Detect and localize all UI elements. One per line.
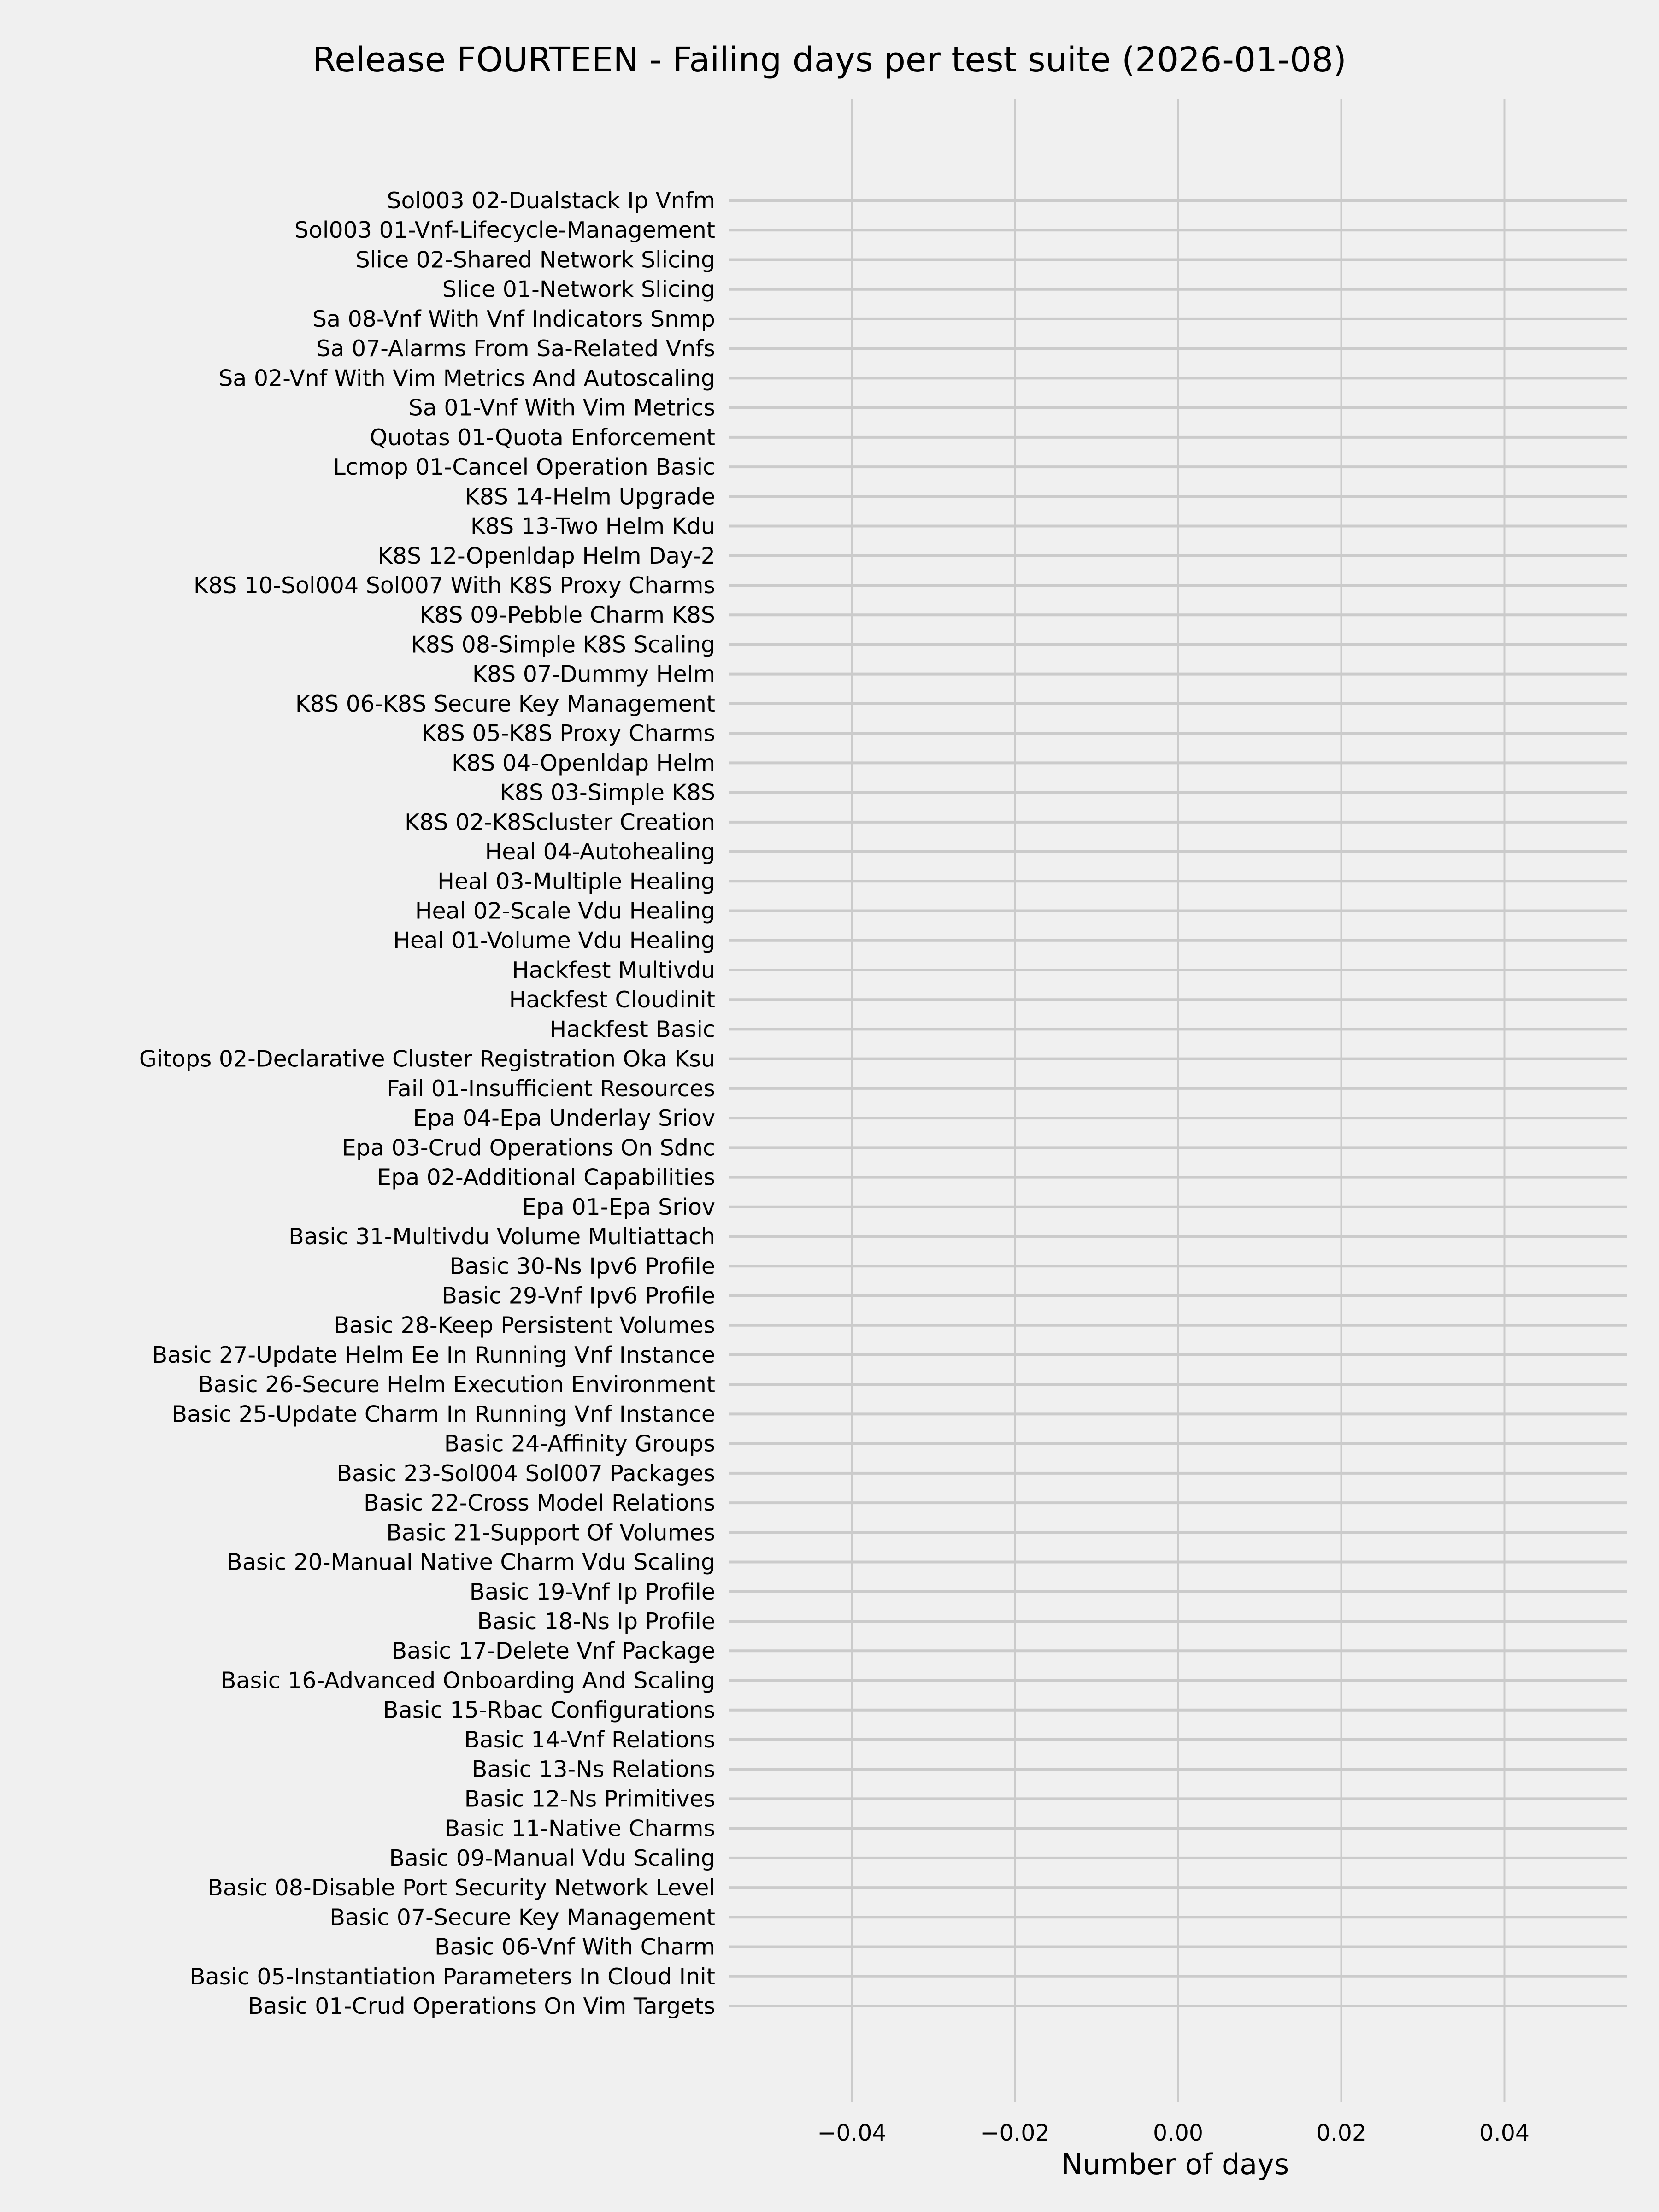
- y-tick-label: Basic 17-Delete Vnf Package: [392, 1638, 715, 1664]
- y-tick-label: Basic 07-Secure Key Management: [329, 1904, 715, 1930]
- y-tick-label: Basic 08-Disable Port Security Network L…: [207, 1875, 715, 1901]
- y-tick-label: K8S 03-Simple K8S: [500, 780, 715, 806]
- y-tick-label: K8S 08-Simple K8S Scaling: [411, 631, 715, 658]
- y-tick-label: K8S 13-Two Helm Kdu: [471, 513, 715, 540]
- y-tick-label: Basic 18-Ns Ip Profile: [477, 1608, 715, 1635]
- y-tick-label: K8S 05-K8S Proxy Charms: [421, 720, 715, 747]
- y-tick-label: Sol003 02-Dualstack Ip Vnfm: [387, 188, 715, 214]
- y-tick-label: Basic 19-Vnf Ip Profile: [470, 1579, 715, 1605]
- y-tick-label: K8S 09-Pebble Charm K8S: [419, 602, 715, 628]
- y-tick-label: Sol003 01-Vnf-Lifecycle-Management: [294, 217, 715, 243]
- y-tick-label: Heal 01-Volume Vdu Healing: [393, 928, 715, 954]
- y-tick-label: Epa 02-Additional Capabilities: [377, 1165, 715, 1191]
- x-tick-label: 0.02: [1316, 2120, 1366, 2146]
- y-tick-label: Basic 28-Keep Persistent Volumes: [334, 1312, 715, 1339]
- y-tick-label: Epa 04-Epa Underlay Sriov: [413, 1105, 715, 1131]
- y-tick-label: Basic 31-Multivdu Volume Multiattach: [288, 1224, 715, 1250]
- x-tick-labels: −0.04 −0.02 0.00 0.02 0.04: [817, 2120, 1530, 2146]
- vertical-gridlines: [851, 99, 1506, 2102]
- y-tick-label: Gitops 02-Declarative Cluster Registrati…: [139, 1046, 715, 1072]
- y-tick-label: Heal 04-Autohealing: [485, 839, 715, 865]
- y-tick-label: Hackfest Cloudinit: [509, 987, 715, 1013]
- y-tick-label: Basic 12-Ns Primitives: [465, 1786, 715, 1812]
- y-tick-label: Sa 02-Vnf With Vim Metrics And Autoscali…: [218, 365, 715, 391]
- y-tick-label: Epa 03-Crud Operations On Sdnc: [342, 1135, 715, 1161]
- x-axis-label: Number of days: [1061, 2147, 1289, 2181]
- y-tick-label: Basic 11-Native Charms: [445, 1816, 715, 1842]
- y-tick-label: Basic 25-Update Charm In Running Vnf Ins…: [171, 1401, 715, 1427]
- y-tick-label: Epa 01-Epa Sriov: [522, 1194, 715, 1220]
- y-tick-label: Basic 22-Cross Model Relations: [364, 1490, 715, 1516]
- y-tick-label: Basic 27-Update Helm Ee In Running Vnf I…: [152, 1342, 715, 1368]
- x-tick-label: 0.00: [1153, 2120, 1203, 2146]
- y-tick-label: K8S 10-Sol004 Sol007 With K8S Proxy Char…: [194, 572, 715, 599]
- y-tick-label: Basic 16-Advanced Onboarding And Scaling: [221, 1667, 715, 1694]
- y-tick-label: Slice 02-Shared Network Slicing: [356, 247, 715, 273]
- y-tick-label: K8S 07-Dummy Helm: [472, 661, 715, 688]
- y-tick-label: Fail 01-Insufficient Resources: [387, 1076, 715, 1102]
- y-tick-label: K8S 04-Openldap Helm: [452, 750, 715, 776]
- chart-title: Release FOURTEEN - Failing days per test…: [312, 40, 1347, 80]
- y-tick-label: Sa 08-Vnf With Vnf Indicators Snmp: [312, 306, 715, 332]
- y-tick-label: K8S 14-Helm Upgrade: [465, 483, 715, 510]
- y-tick-label: Basic 23-Sol004 Sol007 Packages: [336, 1460, 715, 1487]
- y-tick-label: Quotas 01-Quota Enforcement: [370, 424, 715, 451]
- y-tick-label: Heal 02-Scale Vdu Healing: [415, 898, 715, 924]
- y-tick-label: Basic 13-Ns Relations: [472, 1756, 715, 1783]
- y-tick-label: Basic 05-Instantiation Parameters In Clo…: [190, 1964, 715, 1990]
- y-tick-label: Sa 01-Vnf With Vim Metrics: [409, 395, 715, 421]
- y-tick-labels: Sol003 02-Dualstack Ip Vnfm Sol003 01-Vnf…: [139, 188, 715, 2019]
- y-tick-label: K8S 02-K8Scluster Creation: [405, 809, 715, 835]
- y-tick-label: Basic 01-Crud Operations On Vim Targets: [248, 1993, 715, 2019]
- y-tick-label: Slice 01-Network Slicing: [442, 276, 715, 303]
- y-tick-label: Basic 06-Vnf With Charm: [435, 1934, 715, 1960]
- y-tick-label: Hackfest Multivdu: [512, 957, 715, 983]
- y-tick-label: Lcmop 01-Cancel Operation Basic: [333, 454, 715, 480]
- y-tick-label: Hackfest Basic: [549, 1016, 715, 1042]
- y-tick-label: Basic 24-Affinity Groups: [444, 1431, 715, 1457]
- y-tick-label: K8S 06-K8S Secure Key Management: [295, 691, 715, 717]
- y-tick-label: Basic 30-Ns Ipv6 Profile: [449, 1253, 715, 1279]
- y-tick-label: Basic 14-Vnf Relations: [464, 1727, 715, 1753]
- y-tick-label: Sa 07-Alarms From Sa-Related Vnfs: [316, 335, 715, 362]
- y-tick-label: Basic 09-Manual Vdu Scaling: [389, 1845, 715, 1871]
- y-tick-label: Basic 15-Rbac Configurations: [383, 1697, 715, 1724]
- y-tick-label: Basic 29-Vnf Ipv6 Profile: [441, 1282, 715, 1309]
- y-tick-label: K8S 12-Openldap Helm Day-2: [378, 543, 715, 569]
- horizontal-gridlines: [729, 199, 1627, 2007]
- y-tick-label: Basic 20-Manual Native Charm Vdu Scaling: [227, 1549, 715, 1576]
- y-tick-label: Basic 26-Secure Helm Execution Environme…: [198, 1371, 715, 1398]
- x-tick-label: −0.04: [817, 2120, 886, 2146]
- y-tick-label: Heal 03-Multiple Healing: [437, 868, 715, 894]
- x-tick-label: −0.02: [980, 2120, 1049, 2146]
- y-tick-label: Basic 21-Support Of Volumes: [386, 1519, 715, 1546]
- x-tick-label: 0.04: [1479, 2120, 1530, 2146]
